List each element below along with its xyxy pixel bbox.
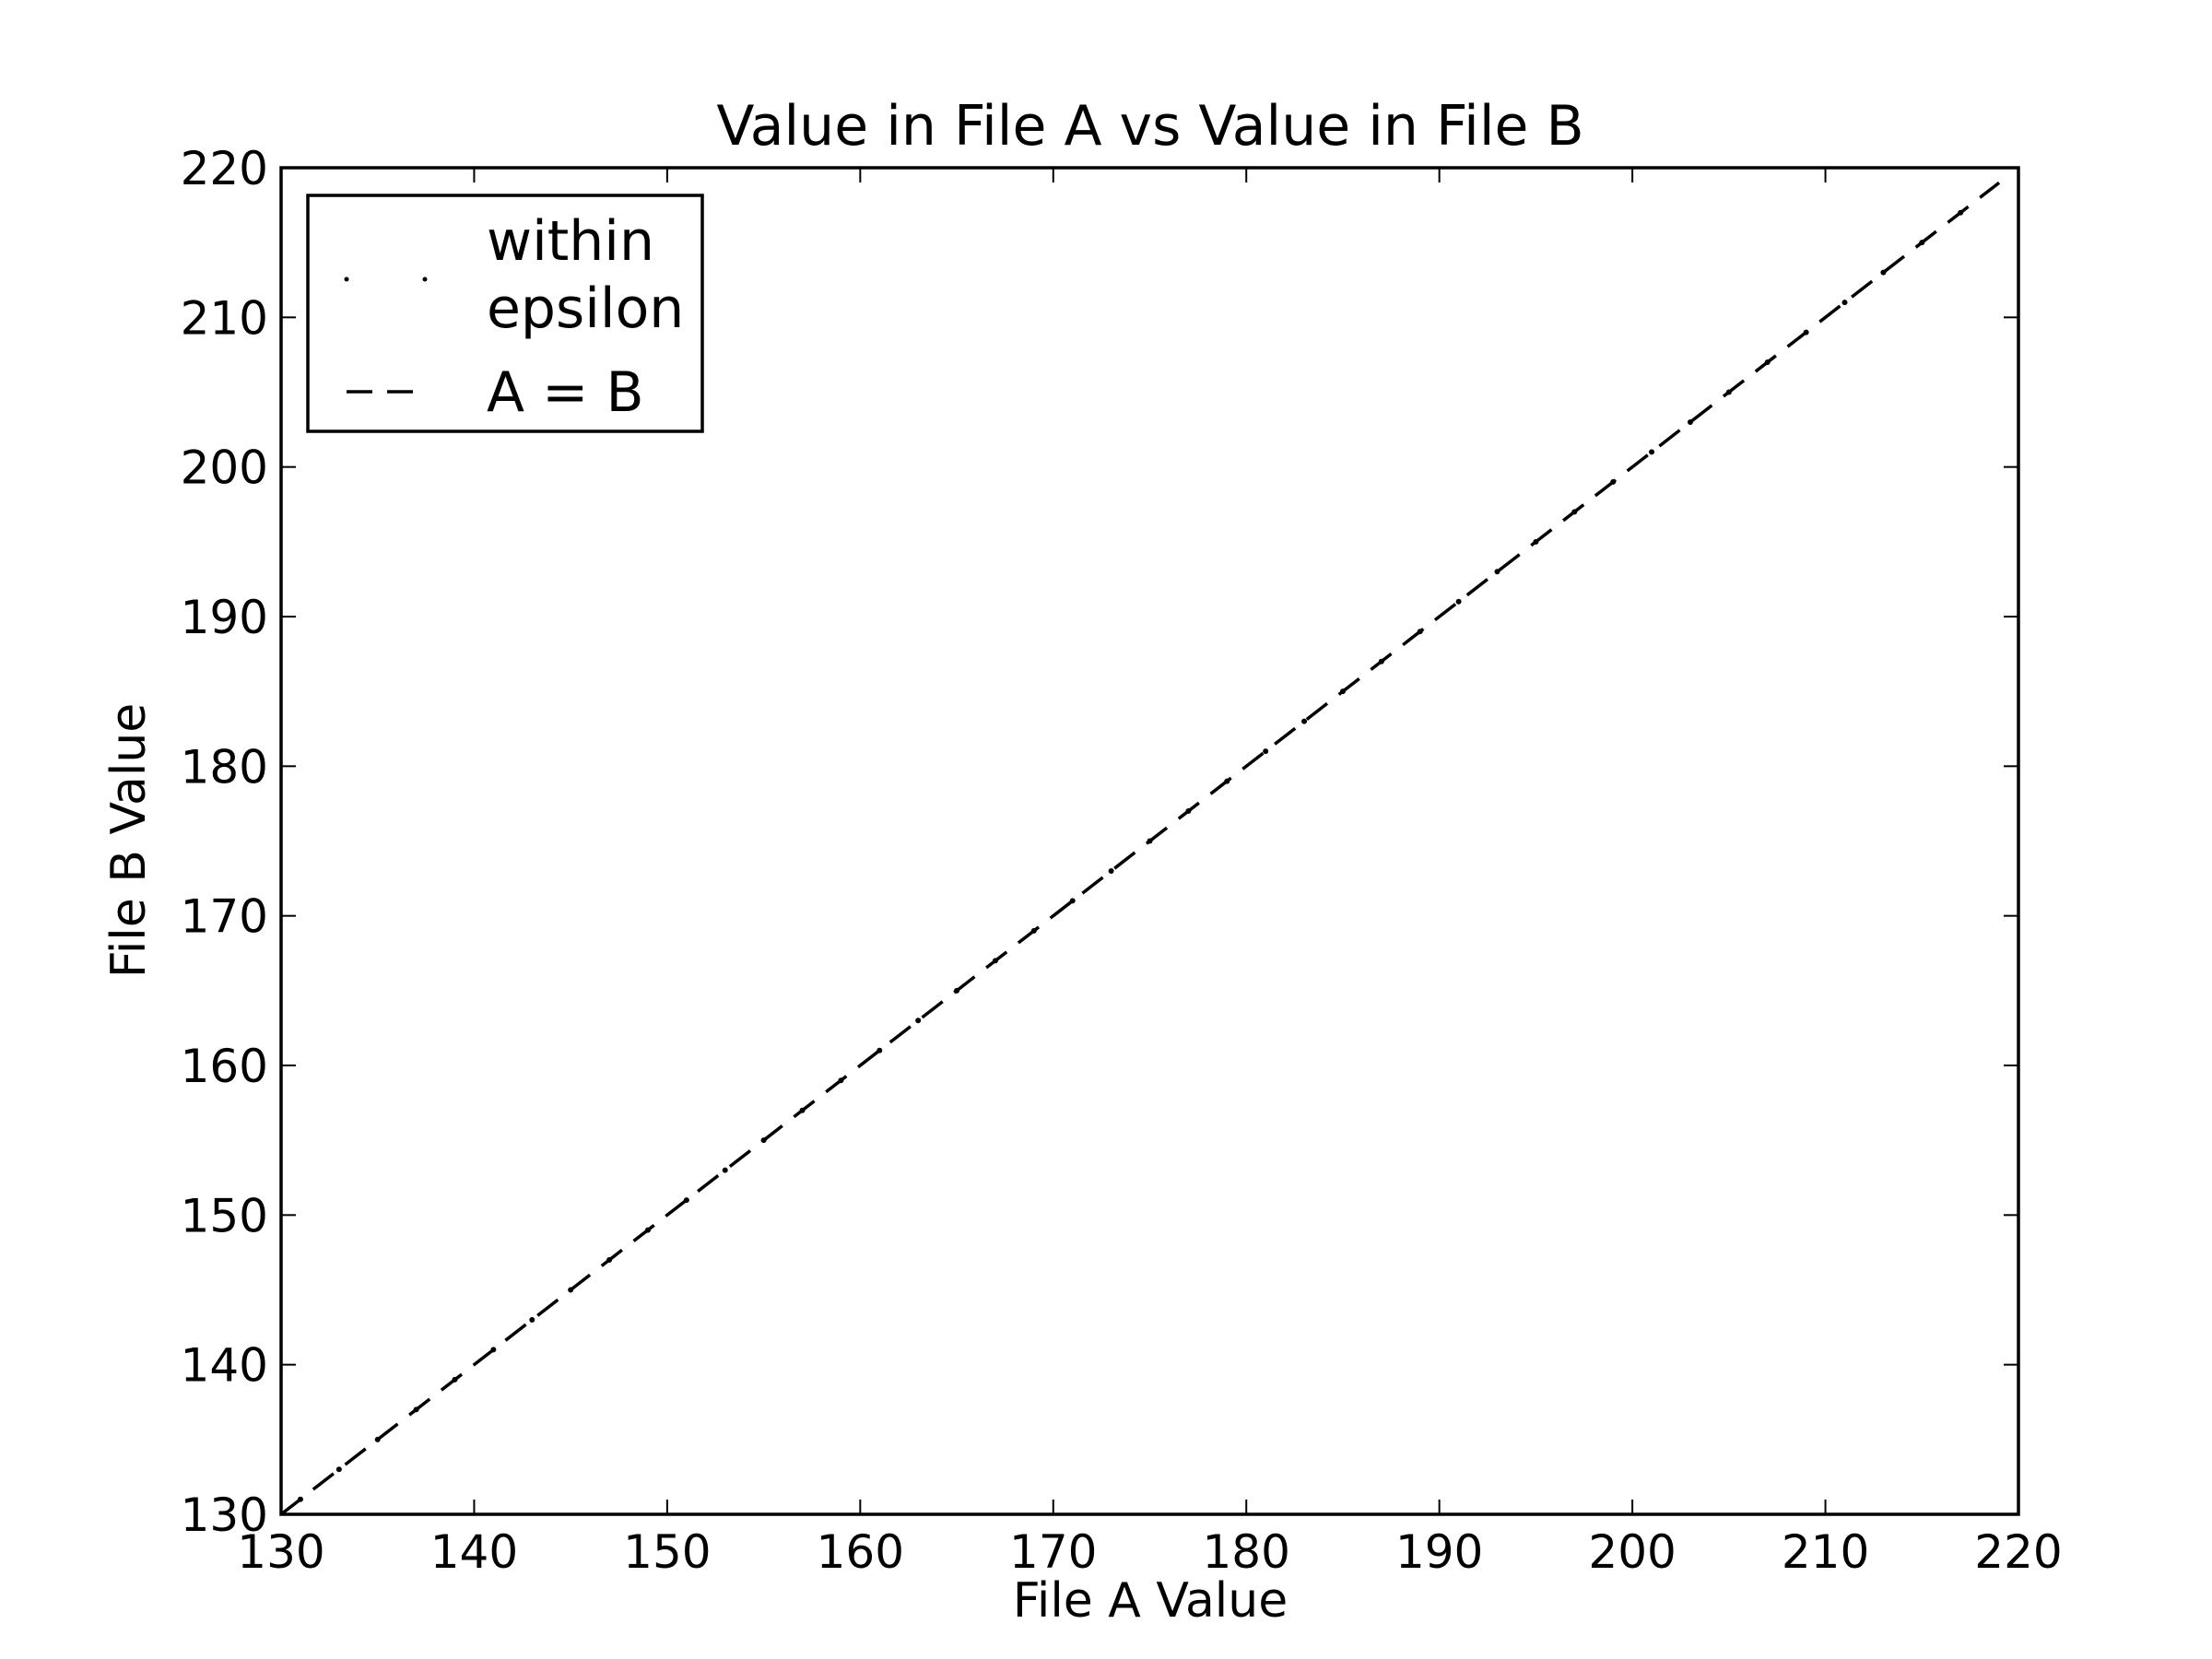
data-point-within-epsilon xyxy=(1301,718,1308,724)
data-point-within-epsilon xyxy=(1069,898,1076,904)
x-tick-label: 190 xyxy=(1395,1525,1483,1579)
data-point-within-epsilon xyxy=(1147,838,1153,844)
data-point-within-epsilon xyxy=(1455,598,1462,605)
data-point-within-epsilon xyxy=(413,1406,419,1413)
data-point-within-epsilon xyxy=(644,1227,651,1233)
x-tick-label: 170 xyxy=(1009,1525,1097,1579)
legend: within epsilon A = B xyxy=(306,194,704,433)
data-point-within-epsilon xyxy=(838,1077,844,1084)
data-point-within-epsilon xyxy=(992,958,998,964)
data-point-within-epsilon xyxy=(722,1167,728,1173)
data-point-within-epsilon xyxy=(1880,269,1887,276)
x-tick-label: 150 xyxy=(623,1525,711,1579)
x-axis-label: File A Value xyxy=(1013,1573,1288,1629)
data-point-within-epsilon xyxy=(1494,569,1500,575)
data-point-within-epsilon xyxy=(529,1316,535,1323)
data-point-within-epsilon xyxy=(1185,808,1192,815)
data-point-within-epsilon xyxy=(1958,209,1964,216)
legend-marker-within-epsilon-2 xyxy=(422,276,428,282)
data-point-within-epsilon xyxy=(490,1347,497,1353)
data-point-within-epsilon xyxy=(683,1197,689,1204)
y-tick-label: 190 xyxy=(181,591,268,644)
data-point-within-epsilon xyxy=(297,1496,303,1502)
x-tick-label: 220 xyxy=(1974,1525,2062,1579)
x-tick-label: 180 xyxy=(1203,1525,1290,1579)
x-tick-label: 200 xyxy=(1588,1525,1676,1579)
y-tick-label: 130 xyxy=(181,1488,268,1542)
data-point-within-epsilon xyxy=(1725,389,1732,395)
y-tick-label: 180 xyxy=(181,740,268,794)
x-tick-label: 210 xyxy=(1782,1525,1869,1579)
data-point-within-epsilon xyxy=(1224,778,1230,784)
legend-label-within: within xyxy=(487,209,654,274)
y-tick-label: 220 xyxy=(181,142,268,195)
y-tick-label: 200 xyxy=(181,441,268,495)
y-tick-label: 170 xyxy=(181,890,268,944)
data-point-within-epsilon xyxy=(374,1436,381,1442)
y-tick-label: 150 xyxy=(181,1189,268,1242)
x-tick-label: 160 xyxy=(817,1525,904,1579)
data-point-within-epsilon xyxy=(1610,478,1617,485)
data-point-within-epsilon xyxy=(1919,240,1925,246)
data-point-within-epsilon xyxy=(1764,359,1771,366)
data-point-within-epsilon xyxy=(877,1047,883,1053)
data-point-within-epsilon xyxy=(1378,658,1384,665)
data-point-within-epsilon xyxy=(1841,300,1848,306)
data-point-within-epsilon xyxy=(760,1137,767,1144)
y-tick-label: 160 xyxy=(181,1040,268,1093)
y-tick-label: 140 xyxy=(181,1339,268,1393)
data-point-within-epsilon xyxy=(568,1287,574,1293)
x-tick-label: 130 xyxy=(237,1525,324,1579)
data-point-within-epsilon xyxy=(799,1107,806,1113)
legend-label-a-equals-b: A = B xyxy=(487,360,644,425)
data-point-within-epsilon xyxy=(1533,538,1539,545)
data-point-within-epsilon xyxy=(1108,867,1114,874)
data-point-within-epsilon xyxy=(1339,688,1346,695)
x-axis: 130 140 150 160 170 180 190 200 210 220 xyxy=(237,168,2063,1579)
legend-marker-within-epsilon-1 xyxy=(344,276,349,282)
data-point-within-epsilon xyxy=(1649,449,1655,455)
data-point-within-epsilon xyxy=(1803,329,1809,335)
data-point-within-epsilon xyxy=(1417,629,1423,635)
data-point-within-epsilon xyxy=(1687,418,1693,425)
x-tick-label: 140 xyxy=(430,1525,518,1579)
data-point-within-epsilon xyxy=(1571,509,1578,515)
data-point-within-epsilon xyxy=(915,1018,922,1024)
data-point-within-epsilon xyxy=(452,1376,458,1382)
chart-title: Value in File A vs Value in File B xyxy=(716,94,1583,159)
data-point-within-epsilon xyxy=(1263,748,1269,755)
y-axis-label: File B Value xyxy=(101,703,157,979)
plot-area xyxy=(279,181,2001,1516)
data-point-within-epsilon xyxy=(606,1257,613,1264)
plot-frame xyxy=(279,166,2020,1516)
data-point-within-epsilon xyxy=(1030,927,1037,934)
y-axis: 130 140 150 160 170 180 190 200 210 220 xyxy=(181,142,2018,1542)
data-point-within-epsilon xyxy=(335,1466,342,1473)
legend-box xyxy=(306,194,704,433)
y-tick-label: 210 xyxy=(181,291,268,345)
data-point-within-epsilon xyxy=(954,987,960,994)
legend-label-epsilon: epsilon xyxy=(487,276,684,341)
